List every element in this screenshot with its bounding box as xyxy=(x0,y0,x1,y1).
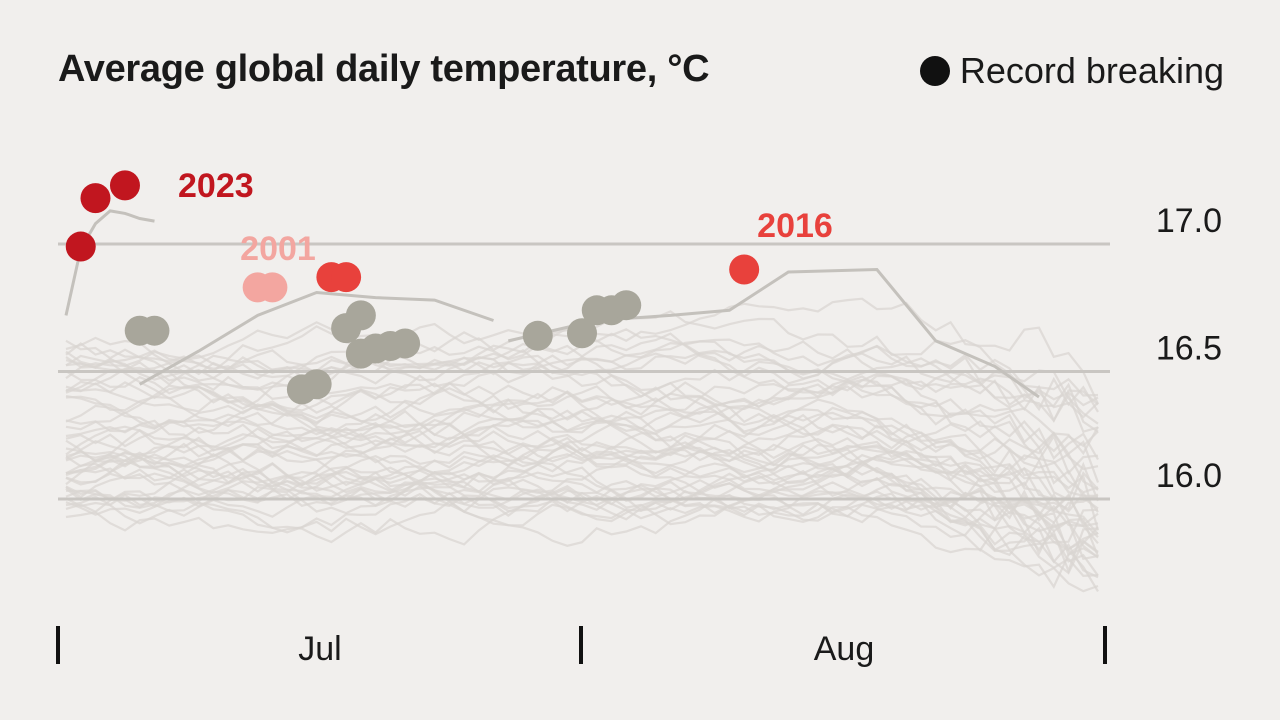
record-dot-2023 xyxy=(65,231,96,262)
chart-title: Average global daily temperature, °C xyxy=(58,48,710,90)
background-series-line xyxy=(65,403,1098,498)
record-dot xyxy=(611,290,642,321)
background-series-line xyxy=(65,378,1099,476)
y-tick-label: 16.0 xyxy=(1156,457,1222,495)
record-dot xyxy=(567,318,597,349)
y-tick-label: 17.0 xyxy=(1156,202,1222,240)
series-line-2001 xyxy=(138,290,494,386)
background-series-line xyxy=(65,423,1099,511)
background-series-line xyxy=(65,403,1100,502)
background-series-line xyxy=(65,471,1099,589)
record-dot-2016 xyxy=(331,262,362,293)
record-dots-group xyxy=(65,170,760,405)
background-series-line xyxy=(65,449,1099,538)
record-dot xyxy=(345,300,376,331)
series-line-2023 xyxy=(64,209,155,316)
legend-record-dot-icon xyxy=(919,56,950,86)
record-dot xyxy=(139,315,170,346)
background-series-line xyxy=(65,490,1099,593)
record-dot-2023 xyxy=(80,183,111,214)
labels-group: 2023 2001 2016 xyxy=(178,167,833,268)
y-tick-label: 16.5 xyxy=(1156,330,1222,368)
legend: Record breaking xyxy=(919,50,1224,92)
x-axis: Jul Aug xyxy=(56,626,1107,668)
record-dot-2016 xyxy=(729,254,760,285)
background-series-line xyxy=(65,349,1099,453)
record-dot-2023 xyxy=(109,170,140,201)
background-series-line xyxy=(65,404,1099,559)
background-series-line xyxy=(65,352,1099,423)
background-series-line xyxy=(65,381,1099,491)
background-series-line xyxy=(65,340,1099,407)
series-label-2001: 2001 xyxy=(240,230,316,268)
background-series-line xyxy=(65,443,1099,539)
background-series-line xyxy=(65,465,1099,592)
legend-label: Record breaking xyxy=(959,50,1224,91)
series-label-2023: 2023 xyxy=(178,167,254,205)
record-dot-2001 xyxy=(257,272,288,303)
record-dot xyxy=(522,320,553,351)
x-tick-label: Jul xyxy=(298,630,341,668)
record-dot xyxy=(390,328,421,359)
background-series-line xyxy=(65,422,1099,545)
record-dot xyxy=(301,369,332,400)
x-tick-label: Aug xyxy=(814,630,875,668)
gridlines: 16.0 16.5 17.0 xyxy=(58,202,1222,501)
series-label-2016: 2016 xyxy=(757,207,833,245)
